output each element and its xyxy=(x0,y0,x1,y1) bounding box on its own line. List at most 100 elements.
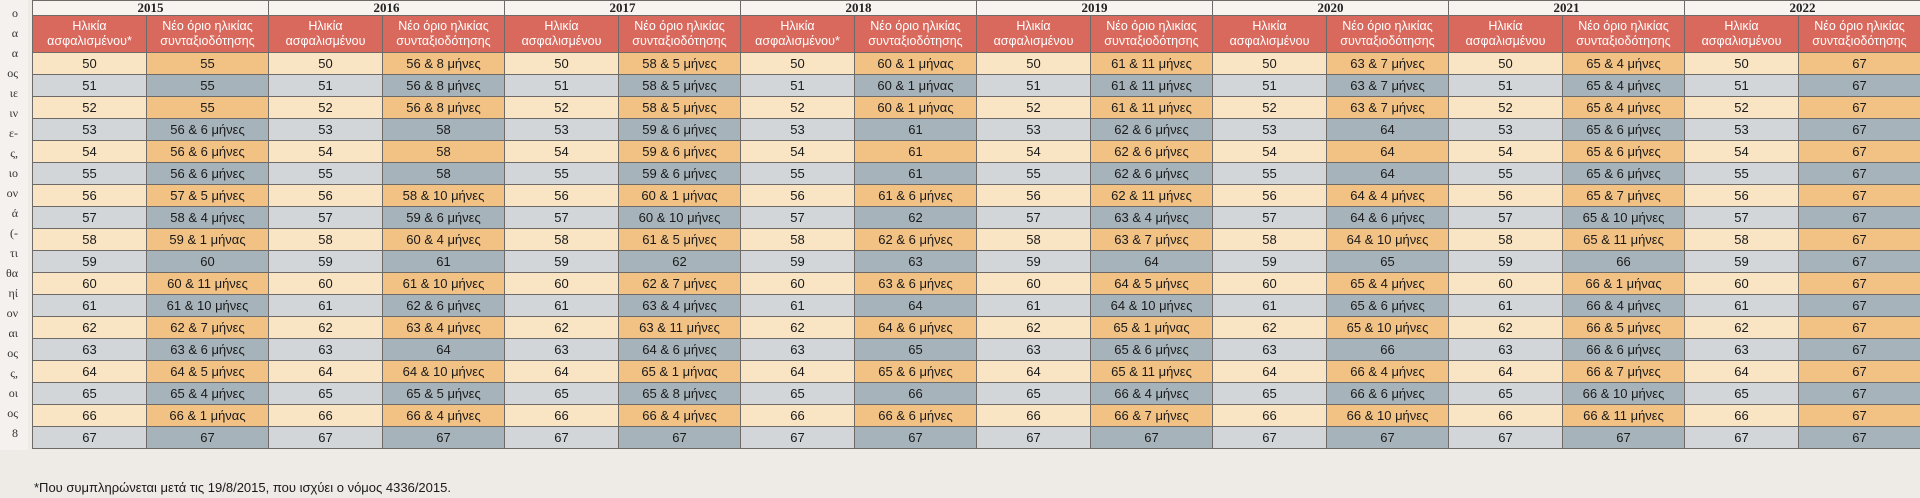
retirement-limit-cell: 56 & 6 μήνες xyxy=(146,140,269,163)
retirement-limit-cell: 67 xyxy=(1798,338,1920,361)
age-cell: 56 xyxy=(1448,184,1563,207)
age-column-header: Ηλικία ασφαλισμένου xyxy=(976,15,1091,53)
age-cell: 56 xyxy=(1212,184,1327,207)
table-row: 67 67 67 67 67 67 67 67 67 67 67 67 67 67 67 67 xyxy=(32,426,1920,449)
retirement-limit-cell: 55 xyxy=(146,52,269,75)
age-cell: 60 xyxy=(32,272,147,295)
age-cell: 57 xyxy=(1212,206,1327,229)
age-cell: 62 xyxy=(1212,316,1327,339)
age-cell: 58 xyxy=(1448,228,1563,251)
retirement-limit-cell: 56 & 8 μήνες xyxy=(382,74,505,97)
margin-text-fragment: 8 xyxy=(12,426,18,440)
age-cell: 58 xyxy=(976,228,1091,251)
age-cell: 56 xyxy=(740,184,855,207)
retirement-limit-cell: 65 xyxy=(854,338,977,361)
retirement-age-table: 2015 2016 2017 2018 2019 2020 2021 2022 Ηλικία … xyxy=(32,0,1920,449)
age-cell: 67 xyxy=(1212,426,1327,449)
margin-text-fragment: ά xyxy=(11,206,18,220)
age-cell: 55 xyxy=(1684,162,1799,185)
age-cell: 62 xyxy=(32,316,147,339)
retirement-limit-cell: 61 & 10 μήνες xyxy=(146,294,269,317)
retirement-limit-cell: 56 & 8 μήνες xyxy=(382,52,505,75)
age-cell: 52 xyxy=(1448,96,1563,119)
retirement-limit-cell: 67 xyxy=(1326,426,1449,449)
retirement-limit-cell: 65 xyxy=(1326,250,1449,273)
age-cell: 51 xyxy=(740,74,855,97)
age-cell: 59 xyxy=(976,250,1091,273)
age-cell: 53 xyxy=(740,118,855,141)
year-header: 2019 xyxy=(976,0,1213,16)
age-cell: 63 xyxy=(1448,338,1563,361)
retirement-limit-cell: 58 xyxy=(382,140,505,163)
age-cell: 62 xyxy=(1448,316,1563,339)
retirement-limit-cell: 67 xyxy=(1798,140,1920,163)
age-cell: 51 xyxy=(1212,74,1327,97)
margin-text-fragment: ηί xyxy=(8,286,18,300)
age-cell: 61 xyxy=(976,294,1091,317)
age-cell: 65 xyxy=(32,382,147,405)
adjacent-column-text: ο α α ος ιε ιν ε-ς, ιο ον ά (- τι θα ηί ον αι ος ς, οι ος 8 xyxy=(0,0,28,450)
age-cell: 53 xyxy=(976,118,1091,141)
age-cell: 54 xyxy=(740,140,855,163)
retirement-limit-cell: 67 xyxy=(1798,96,1920,119)
retirement-limit-cell: 67 xyxy=(1798,74,1920,97)
retirement-limit-cell: 59 & 6 μήνες xyxy=(618,162,741,185)
retirement-limit-cell: 67 xyxy=(618,426,741,449)
age-cell: 53 xyxy=(1448,118,1563,141)
age-cell: 62 xyxy=(976,316,1091,339)
age-cell: 55 xyxy=(268,162,383,185)
retirement-limit-cell: 58 & 10 μήνες xyxy=(382,184,505,207)
retirement-limit-cell: 63 & 6 μήνες xyxy=(146,338,269,361)
retirement-limit-cell: 62 & 6 μήνες xyxy=(1090,118,1213,141)
retirement-limit-cell: 67 xyxy=(146,426,269,449)
age-cell: 58 xyxy=(1684,228,1799,251)
retirement-limit-cell: 67 xyxy=(1798,404,1920,427)
retirement-limit-cell: 62 & 7 μήνες xyxy=(618,272,741,295)
age-cell: 66 xyxy=(976,404,1091,427)
age-cell: 54 xyxy=(32,140,147,163)
age-column-header: Ηλικία ασφαλισμένου xyxy=(1212,15,1327,53)
age-cell: 57 xyxy=(1448,206,1563,229)
age-cell: 52 xyxy=(504,96,619,119)
retirement-limit-cell: 67 xyxy=(1798,360,1920,383)
table-row: 54 56 & 6 μήνες 54 58 54 59 & 6 μήνες 54 61 54 62… xyxy=(32,140,1920,163)
retirement-limit-cell: 64 xyxy=(1326,140,1449,163)
age-cell: 52 xyxy=(32,96,147,119)
retirement-limit-cell: 66 & 4 μήνες xyxy=(1562,294,1685,317)
retirement-limit-cell: 63 & 7 μήνες xyxy=(1326,96,1449,119)
retirement-limit-cell: 65 & 6 μήνες xyxy=(1326,294,1449,317)
retirement-limit-cell: 64 xyxy=(1326,118,1449,141)
year-header-row: 2015 2016 2017 2018 2019 2020 2021 2022 xyxy=(32,0,1920,16)
retirement-limit-cell: 61 xyxy=(854,118,977,141)
age-cell: 65 xyxy=(1212,382,1327,405)
retirement-limit-cell: 62 & 6 μήνες xyxy=(854,228,977,251)
table-row: 65 65 & 4 μήνες 65 65 & 5 μήνες 65 65 & 8 μήν… xyxy=(32,382,1920,405)
margin-text-fragment: α xyxy=(11,26,18,40)
table-row: 64 64 & 5 μήνες 64 64 & 10 μήνες 64 65 & 1 μή… xyxy=(32,360,1920,383)
retirement-limit-cell: 63 & 6 μήνες xyxy=(854,272,977,295)
age-cell: 51 xyxy=(32,74,147,97)
retirement-limit-cell: 56 & 8 μήνες xyxy=(382,96,505,119)
table-row: 57 58 & 4 μήνες 57 59 & 6 μήνες 57 60 & 10 μή… xyxy=(32,206,1920,229)
age-cell: 67 xyxy=(1448,426,1563,449)
age-cell: 57 xyxy=(268,206,383,229)
age-column-header: Ηλικία ασφαλισμένου xyxy=(1684,15,1799,53)
age-cell: 60 xyxy=(976,272,1091,295)
retirement-limit-column-header: Νέο όριο ηλικίας συνταξιοδότησης xyxy=(1326,15,1449,53)
retirement-limit-cell: 65 & 11 μήνες xyxy=(1090,360,1213,383)
year-header: 2017 xyxy=(504,0,741,16)
age-cell: 56 xyxy=(1684,184,1799,207)
age-cell: 57 xyxy=(740,206,855,229)
retirement-limit-cell: 65 & 4 μήνες xyxy=(146,382,269,405)
age-cell: 62 xyxy=(268,316,383,339)
retirement-limit-cell: 61 & 5 μήνες xyxy=(618,228,741,251)
retirement-limit-cell: 65 & 5 μήνες xyxy=(382,382,505,405)
retirement-limit-cell: 64 & 10 μήνες xyxy=(382,360,505,383)
age-cell: 65 xyxy=(1448,382,1563,405)
margin-text-fragment: ς, xyxy=(10,146,18,160)
retirement-limit-cell: 66 & 10 μήνες xyxy=(1326,404,1449,427)
age-cell: 59 xyxy=(740,250,855,273)
age-cell: 51 xyxy=(1448,74,1563,97)
column-header-row: Ηλικία ασφαλισμένου* Νέο όριο ηλικίας συν… xyxy=(32,15,1920,53)
age-cell: 64 xyxy=(32,360,147,383)
